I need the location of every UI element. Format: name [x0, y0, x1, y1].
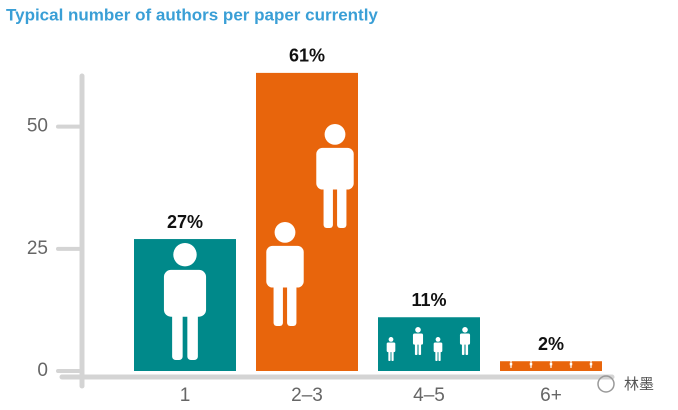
- value-label: 11%: [411, 290, 446, 310]
- person-body: [509, 362, 513, 366]
- value-label: 61%: [289, 46, 325, 66]
- person-head: [173, 243, 197, 267]
- person-icon: [529, 361, 533, 368]
- person-icon: [386, 337, 396, 361]
- person-leg: [531, 364, 532, 368]
- person-leg: [287, 279, 297, 326]
- person-leg: [337, 181, 347, 228]
- person-leg: [273, 279, 283, 326]
- person-body: [549, 362, 553, 366]
- person-head: [324, 123, 346, 145]
- person-leg: [388, 350, 391, 361]
- person-leg: [465, 342, 469, 355]
- person-head: [530, 361, 532, 363]
- person-leg: [570, 364, 571, 368]
- person-head: [570, 361, 572, 363]
- x-tick-label: 4–5: [413, 385, 445, 406]
- person-icon: [549, 361, 553, 368]
- person-leg: [172, 307, 183, 360]
- person-leg: [530, 364, 531, 368]
- value-label: 27%: [167, 212, 203, 232]
- bar: [500, 361, 602, 371]
- person-body: [569, 362, 573, 366]
- x-tick-label: 6+: [540, 385, 562, 406]
- person-body: [163, 269, 207, 317]
- person-icon: [569, 361, 573, 368]
- person-leg: [187, 307, 198, 360]
- person-leg: [438, 350, 441, 361]
- person-icon: [433, 337, 443, 361]
- person-head: [590, 361, 592, 363]
- watermark: 林墨: [597, 375, 654, 393]
- person-leg: [414, 342, 418, 355]
- person-leg: [591, 364, 592, 368]
- person-icon: [163, 243, 207, 360]
- person-leg: [590, 364, 591, 368]
- person-leg: [510, 364, 511, 368]
- person-body: [529, 362, 533, 366]
- value-label: 2%: [538, 334, 564, 354]
- person-leg: [323, 181, 333, 228]
- person-head: [435, 337, 441, 342]
- person-body: [386, 342, 396, 353]
- person-leg: [418, 342, 422, 355]
- watermark-text: 林墨: [624, 376, 654, 393]
- person-body: [266, 245, 304, 288]
- person-icon: [589, 361, 593, 368]
- person-icon: [509, 361, 513, 368]
- person-body: [459, 333, 471, 345]
- person-leg: [461, 342, 465, 355]
- y-tick-label: 0: [37, 360, 48, 381]
- person-head: [415, 327, 421, 333]
- person-head: [274, 222, 296, 243]
- person-leg: [391, 350, 394, 361]
- x-tick-label: 2–3: [291, 385, 323, 406]
- chart-title: Typical number of authors per paper curr…: [6, 5, 378, 24]
- person-head: [510, 361, 512, 363]
- person-icon: [412, 327, 424, 355]
- person-icon: [316, 123, 354, 228]
- person-icon: [459, 327, 471, 355]
- y-tick-label: 25: [27, 238, 48, 259]
- person-icon: [266, 222, 304, 326]
- person-leg: [571, 364, 572, 368]
- y-tick-label: 50: [27, 116, 48, 137]
- person-body: [412, 333, 424, 345]
- person-body: [433, 342, 443, 353]
- person-leg: [550, 364, 551, 368]
- person-body: [589, 362, 593, 366]
- person-body: [316, 147, 354, 190]
- person-head: [550, 361, 552, 363]
- person-leg: [551, 364, 552, 368]
- watermark-icon: [597, 375, 615, 393]
- person-leg: [511, 364, 512, 368]
- x-tick-label: 1: [180, 385, 191, 406]
- person-leg: [435, 350, 438, 361]
- person-head: [462, 327, 468, 333]
- person-head: [388, 337, 394, 342]
